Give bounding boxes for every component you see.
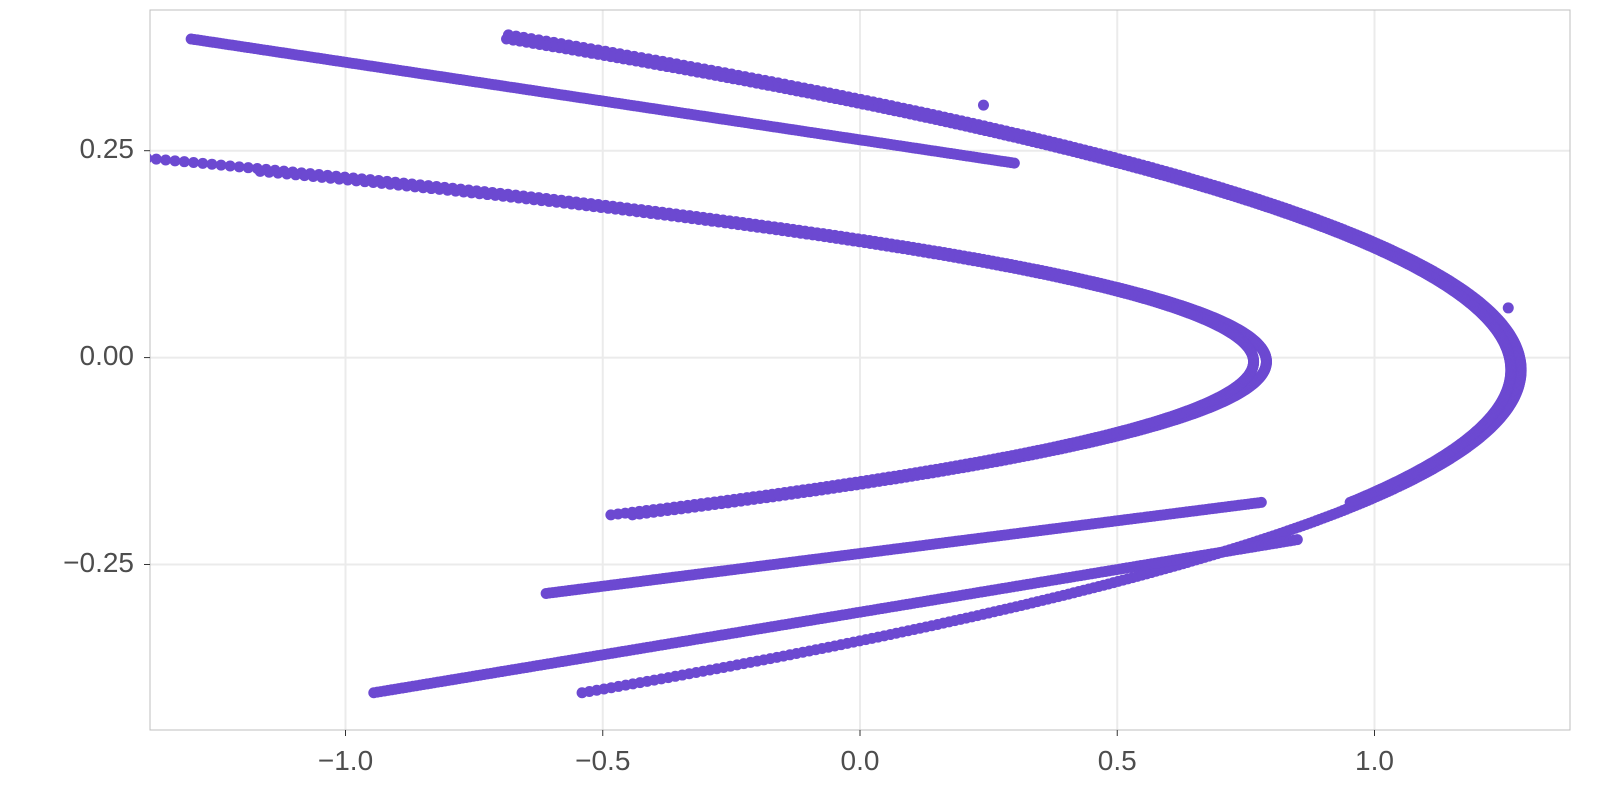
chart-container: −1.0 −0.5 0.0 0.5 1.0 −0.25 0.00 0.25 (0, 0, 1600, 800)
data-point (1256, 497, 1267, 508)
y-tick-label: −0.25 (63, 547, 134, 578)
x-tick-label: 1.0 (1355, 745, 1394, 776)
x-tick-label: −0.5 (575, 745, 630, 776)
data-point (255, 166, 266, 177)
scatter-chart: −1.0 −0.5 0.0 0.5 1.0 −0.25 0.00 0.25 (0, 0, 1600, 800)
data-point (160, 154, 171, 165)
data-point (501, 33, 512, 44)
y-tick-label: 0.00 (80, 340, 135, 371)
x-tick-label: 0.0 (841, 745, 880, 776)
data-point (179, 156, 190, 167)
data-point (978, 100, 989, 111)
data-point (1009, 158, 1020, 169)
x-tick-label: −1.0 (318, 745, 373, 776)
y-tick-label: 0.25 (80, 133, 135, 164)
x-tick-label: 0.5 (1098, 745, 1137, 776)
data-point (1292, 534, 1303, 545)
data-point (170, 155, 181, 166)
data-point (1503, 302, 1514, 313)
chart-background (0, 0, 1600, 800)
data-point (151, 154, 162, 165)
